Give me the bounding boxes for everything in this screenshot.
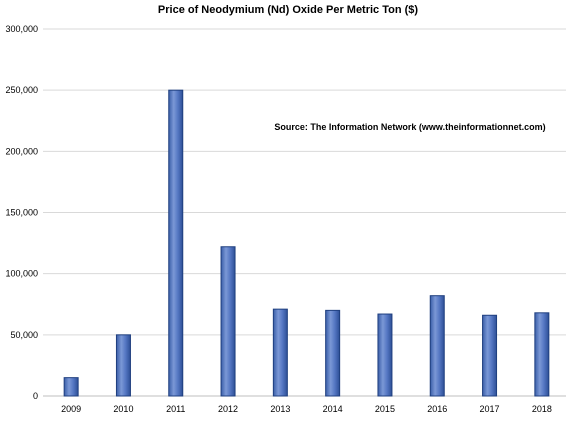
bar-2016 — [429, 295, 445, 397]
bar-2011 — [168, 89, 184, 397]
source-annotation: Source: The Information Network (www.the… — [274, 122, 545, 132]
x-tick-label: 2012 — [218, 404, 238, 414]
y-tick-label: 100,000 — [5, 269, 38, 279]
bar-2015 — [377, 313, 393, 397]
x-tick-label: 2009 — [61, 404, 81, 414]
bar-2014 — [325, 309, 341, 397]
bar-2012 — [220, 246, 236, 397]
y-tick-label: 50,000 — [10, 330, 38, 340]
y-tick-label: 0 — [33, 391, 38, 401]
x-tick-label: 2016 — [427, 404, 447, 414]
chart-title: Price of Neodymium (Nd) Oxide Per Metric… — [158, 4, 419, 16]
x-axis-ticks: 2009 2010 2011 2012 2013 2014 2015 2016 2017 2018 — [61, 404, 552, 414]
x-tick-label: 2013 — [270, 404, 290, 414]
x-tick-label: 2018 — [532, 404, 552, 414]
y-axis-ticks: 0 50,000 100,000 150,000 200,000 250,000 300,0… — [5, 24, 38, 401]
bar-2013 — [272, 308, 288, 397]
y-tick-label: 200,000 — [5, 146, 38, 156]
y-tick-label: 150,000 — [5, 208, 38, 218]
bar-2010 — [115, 334, 131, 397]
bars — [63, 89, 550, 397]
x-tick-label: 2015 — [375, 404, 395, 414]
x-tick-label: 2010 — [113, 404, 133, 414]
bar-2009 — [63, 377, 79, 397]
x-tick-label: 2017 — [480, 404, 500, 414]
y-tick-label: 250,000 — [5, 85, 38, 95]
x-tick-label: 2011 — [166, 404, 185, 414]
y-tick-label: 300,000 — [5, 24, 38, 34]
bar-2018 — [534, 312, 550, 397]
bar-2017 — [482, 314, 498, 397]
x-tick-label: 2014 — [323, 404, 343, 414]
